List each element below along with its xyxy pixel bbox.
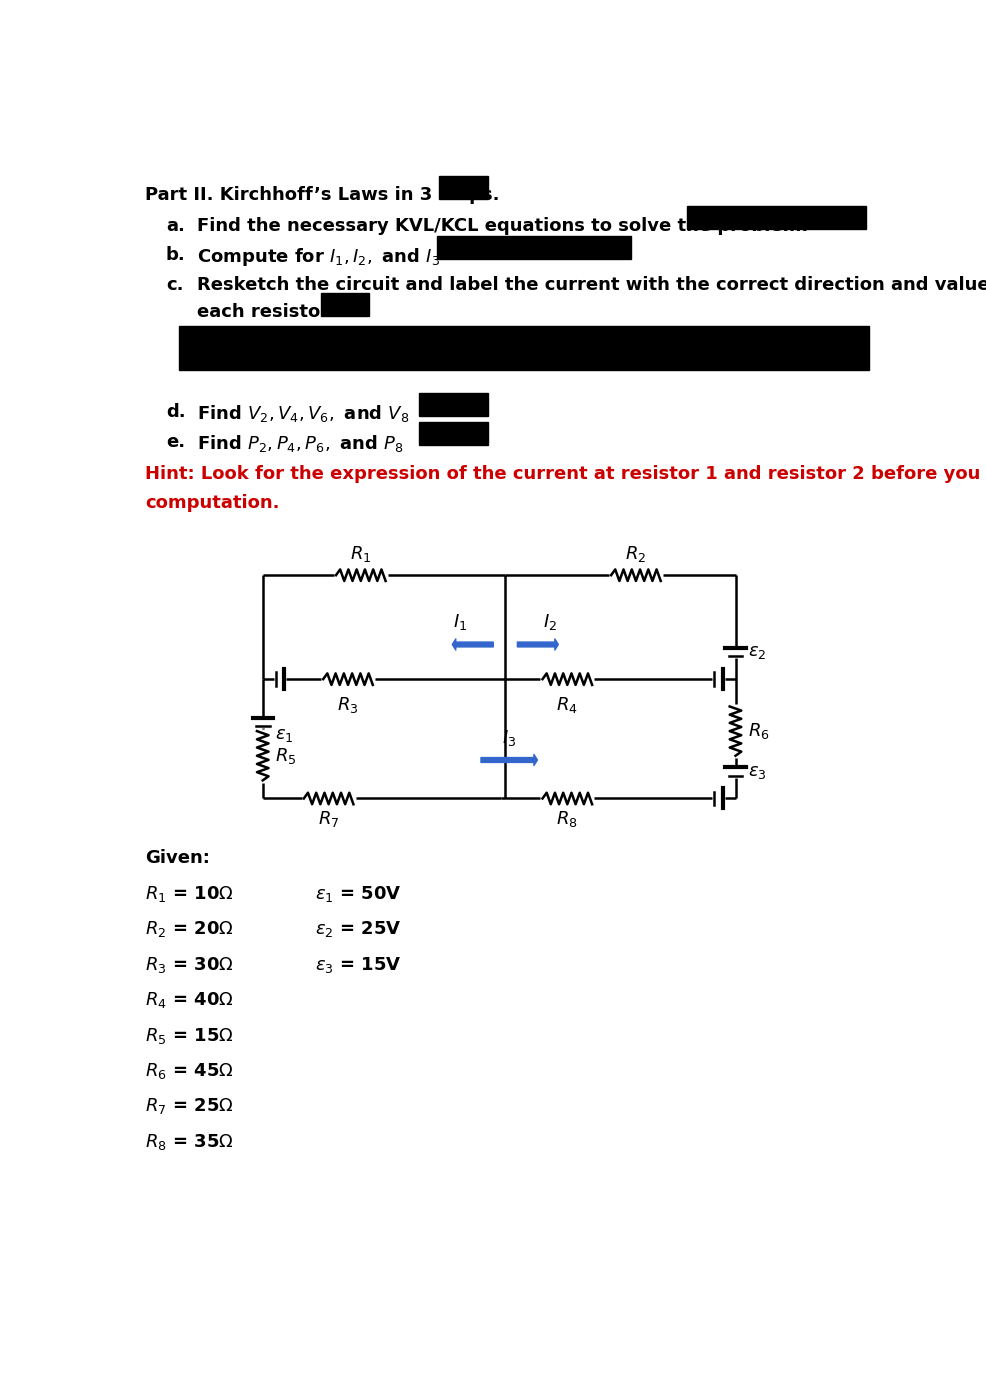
Text: $R_8$ = 35$\Omega$: $R_8$ = 35$\Omega$ <box>145 1132 234 1152</box>
Text: $R_3$: $R_3$ <box>337 694 359 715</box>
Bar <box>440 176 487 198</box>
Bar <box>320 292 369 316</box>
Text: $I_1$: $I_1$ <box>454 613 467 632</box>
Text: $R_4$: $R_4$ <box>556 694 578 715</box>
Text: $R_5$: $R_5$ <box>275 746 297 765</box>
Text: $\varepsilon_2$ = 25V: $\varepsilon_2$ = 25V <box>316 919 402 940</box>
Text: c.: c. <box>166 276 183 294</box>
Text: d.: d. <box>166 403 185 421</box>
Text: each resistor.: each resistor. <box>197 304 333 322</box>
Text: $R_1$: $R_1$ <box>350 545 372 564</box>
Text: $R_6$: $R_6$ <box>748 721 770 742</box>
Text: $R_2$ = 20$\Omega$: $R_2$ = 20$\Omega$ <box>145 919 234 940</box>
Text: Find $V_2, V_4, V_6,$ and $V_8$: Find $V_2, V_4, V_6,$ and $V_8$ <box>197 403 409 424</box>
Text: Find the necessary KVL/KCL equations to solve the problem.: Find the necessary KVL/KCL equations to … <box>197 218 809 236</box>
Text: $\varepsilon_1$ = 50V: $\varepsilon_1$ = 50V <box>316 884 402 904</box>
Text: $R_6$ = 45$\Omega$: $R_6$ = 45$\Omega$ <box>145 1062 234 1081</box>
Text: b.: b. <box>166 247 185 265</box>
Text: $\varepsilon_2$: $\varepsilon_2$ <box>748 643 766 661</box>
Text: $R_2$: $R_2$ <box>625 545 647 564</box>
Bar <box>419 392 487 416</box>
Bar <box>419 421 487 445</box>
Bar <box>687 207 866 230</box>
Text: $R_7$ = 25$\Omega$: $R_7$ = 25$\Omega$ <box>145 1096 234 1117</box>
Text: Given:: Given: <box>145 848 210 866</box>
Text: computation.: computation. <box>145 495 279 513</box>
Text: $R_3$ = 30$\Omega$: $R_3$ = 30$\Omega$ <box>145 955 234 974</box>
Text: $\varepsilon_1$: $\varepsilon_1$ <box>275 726 294 744</box>
Text: e.: e. <box>166 432 185 450</box>
Text: a.: a. <box>166 218 184 236</box>
Text: $I_3$: $I_3$ <box>502 728 517 747</box>
Bar <box>437 236 631 259</box>
Text: $R_1$ = 10$\Omega$: $R_1$ = 10$\Omega$ <box>145 884 234 904</box>
Text: Compute for $I_1, I_2,$ and $I_3$: Compute for $I_1, I_2,$ and $I_3$ <box>197 247 440 269</box>
Text: Find $P_2, P_4, P_6,$ and $P_8$: Find $P_2, P_4, P_6,$ and $P_8$ <box>197 432 403 453</box>
Text: $\varepsilon_3$: $\varepsilon_3$ <box>748 762 766 780</box>
Text: Part II. Kirchhoff’s Laws in 3 loops.: Part II. Kirchhoff’s Laws in 3 loops. <box>145 186 500 204</box>
Bar <box>179 327 869 370</box>
Text: $R_7$: $R_7$ <box>317 809 339 829</box>
Text: $R_8$: $R_8$ <box>556 809 578 829</box>
Text: $R_4$ = 40$\Omega$: $R_4$ = 40$\Omega$ <box>145 990 234 1010</box>
Text: $R_5$ = 15$\Omega$: $R_5$ = 15$\Omega$ <box>145 1026 234 1045</box>
Text: $I_2$: $I_2$ <box>543 613 557 632</box>
Text: Resketch the circuit and label the current with the correct direction and values: Resketch the circuit and label the curre… <box>197 276 986 294</box>
Text: Hint: Look for the expression of the current at resistor 1 and resistor 2 before: Hint: Look for the expression of the cur… <box>145 466 986 484</box>
Text: $\varepsilon_3$ = 15V: $\varepsilon_3$ = 15V <box>316 955 402 974</box>
